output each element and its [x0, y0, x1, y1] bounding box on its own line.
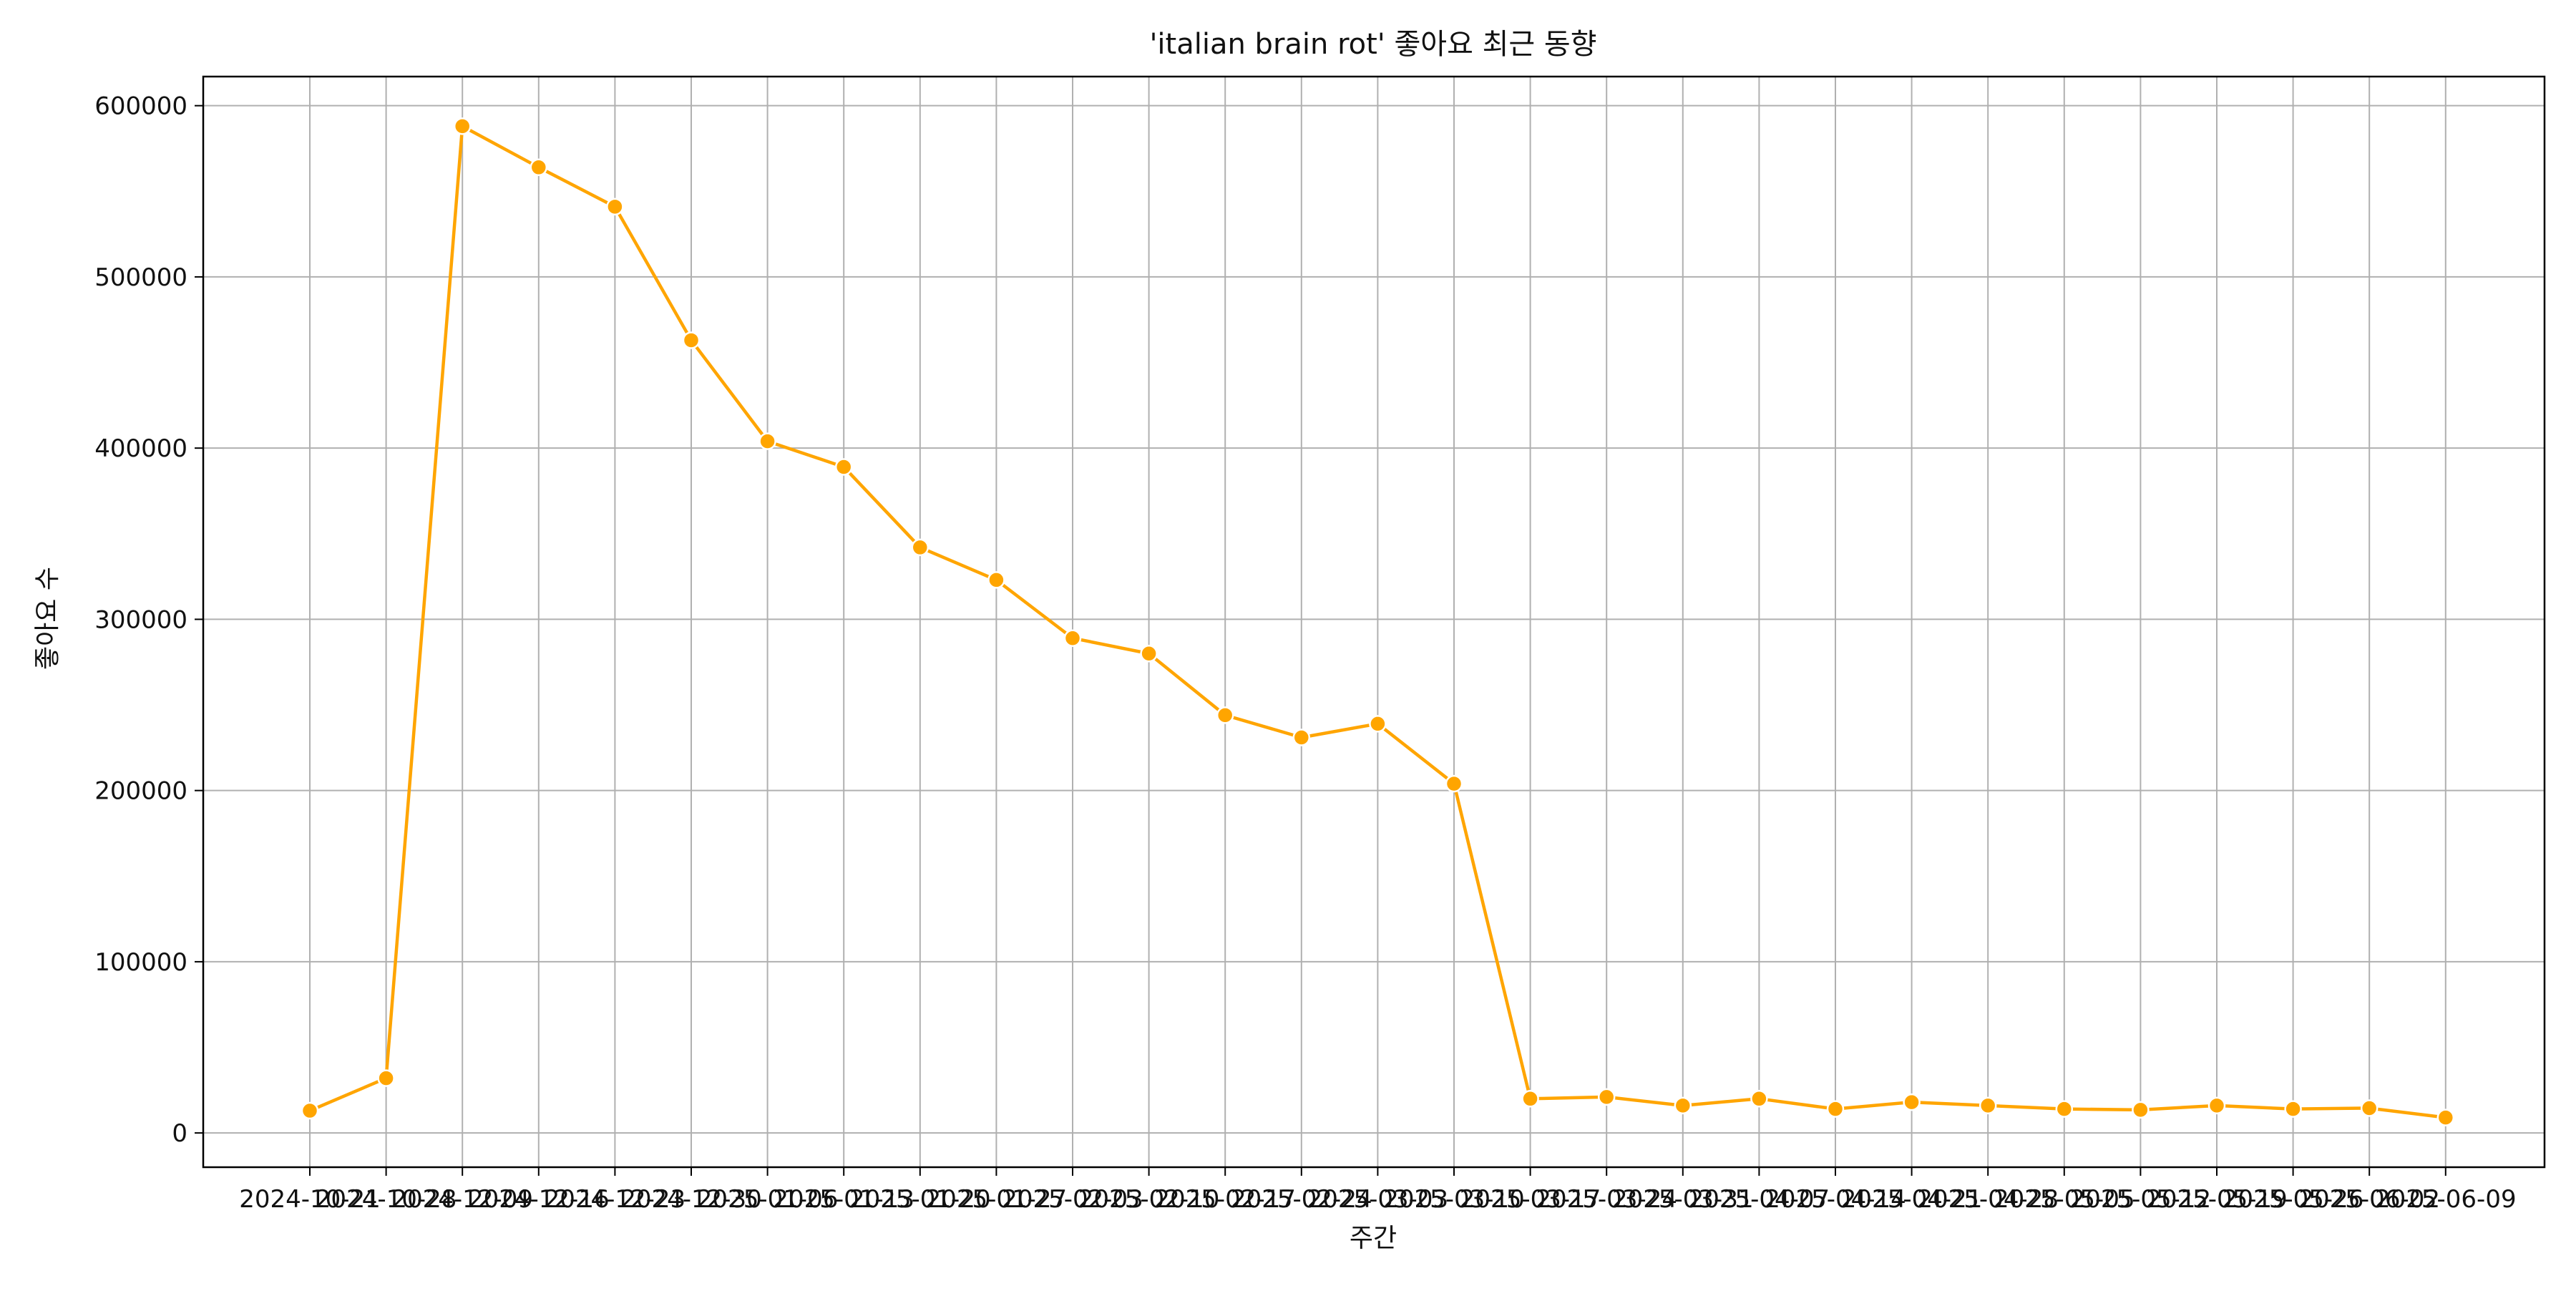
data-point: [987, 571, 1005, 589]
x-tick-label: 2025-01-06: [697, 1185, 839, 1214]
x-tick-label: 2025-04-28: [1917, 1185, 2059, 1214]
x-tick-label: 2025-06-09: [2375, 1185, 2517, 1214]
data-point: [1445, 774, 1463, 793]
data-point: [1063, 629, 1082, 647]
data-point: [1903, 1093, 1921, 1111]
x-tick-label: 2024-10-28: [316, 1185, 457, 1214]
data-point: [1674, 1096, 1692, 1115]
x-tick-label: 2025-01-13: [773, 1185, 914, 1214]
x-tick-label: 2025-02-24: [1231, 1185, 1372, 1214]
x-tick-label: 2025-02-10: [1078, 1185, 1220, 1214]
data-point: [2436, 1109, 2455, 1126]
x-tick-label: 2024-12-23: [545, 1185, 686, 1214]
data-point: [1979, 1096, 1997, 1115]
data-point: [834, 458, 853, 476]
x-tick-label: 2025-02-17: [1154, 1185, 1296, 1214]
data-point: [758, 432, 776, 450]
data-point: [1597, 1088, 1616, 1106]
data-point: [1750, 1090, 1768, 1108]
data-point: [1140, 645, 1158, 663]
chart-title: 'italian brain rot' 좋아요 최근 동향: [1149, 28, 1596, 61]
x-tick-label: 2025-05-26: [2223, 1185, 2364, 1214]
x-tick-label: 2025-03-17: [1460, 1185, 1601, 1214]
x-tick-label: 2024-10-21: [239, 1185, 381, 1214]
x-axis-label: 주간: [1350, 1224, 1397, 1253]
y-tick-label: 200000: [94, 777, 187, 806]
x-tick-label: 2025-05-19: [2146, 1185, 2288, 1214]
data-point: [2360, 1099, 2379, 1117]
data-point: [911, 538, 930, 557]
data-point: [1216, 706, 1234, 724]
x-tick-label: 2025-03-31: [1612, 1185, 1754, 1214]
x-tick-label: 2025-05-12: [2070, 1185, 2212, 1214]
x-tick-label: 2024-12-09: [391, 1185, 533, 1214]
x-tick-label: 2025-04-14: [1765, 1185, 1906, 1214]
data-point: [2284, 1100, 2302, 1118]
data-point: [606, 198, 624, 216]
data-point: [1826, 1100, 1845, 1118]
x-tick-label: 2025-06-02: [2298, 1185, 2440, 1214]
x-tick-label: 2025-01-27: [926, 1185, 1068, 1214]
plot-frame: [202, 75, 2546, 1169]
x-tick-label: 2025-04-21: [1841, 1185, 1983, 1214]
x-tick-label: 2025-04-07: [1689, 1185, 1830, 1214]
data-point: [1292, 729, 1311, 746]
y-tick-label: 600000: [94, 92, 187, 121]
x-tick-label: 2025-03-24: [1536, 1185, 1677, 1214]
data-point: [377, 1069, 395, 1087]
x-tick-label: 2024-12-16: [468, 1185, 610, 1214]
data-point: [1521, 1090, 1539, 1108]
data-point: [530, 158, 548, 177]
x-tick-label: 2025-03-10: [1383, 1185, 1525, 1214]
x-tick-label: 2025-02-03: [1002, 1185, 1143, 1214]
data-point: [2207, 1096, 2226, 1115]
y-tick-label: 0: [172, 1119, 187, 1148]
x-tick-label: 2025-05-05: [1994, 1185, 2135, 1214]
data-point: [2132, 1101, 2150, 1119]
data-point: [453, 117, 472, 135]
series-layer: [301, 117, 2455, 1126]
y-tick-label: 100000: [94, 948, 187, 977]
y-tick-label: 300000: [94, 605, 187, 634]
y-axis: 0 100000 200000 300000 400000 500000 600000: [94, 92, 203, 1148]
x-tick-label: 2025-03-03: [1307, 1185, 1449, 1214]
data-point: [301, 1101, 319, 1120]
x-tick-label: 2024-12-30: [620, 1185, 762, 1214]
x-axis: 2024-10-212024-10-282024-12-092024-12-16…: [239, 1167, 2517, 1214]
y-tick-label: 400000: [94, 434, 187, 463]
y-axis-label: 좋아요 수: [33, 567, 62, 670]
data-point: [682, 331, 701, 349]
data-point: [1369, 715, 1387, 733]
data-point: [2055, 1100, 2074, 1118]
x-tick-label: 2025-01-20: [849, 1185, 991, 1214]
grid: [203, 77, 2545, 1167]
y-tick-label: 500000: [94, 263, 187, 292]
